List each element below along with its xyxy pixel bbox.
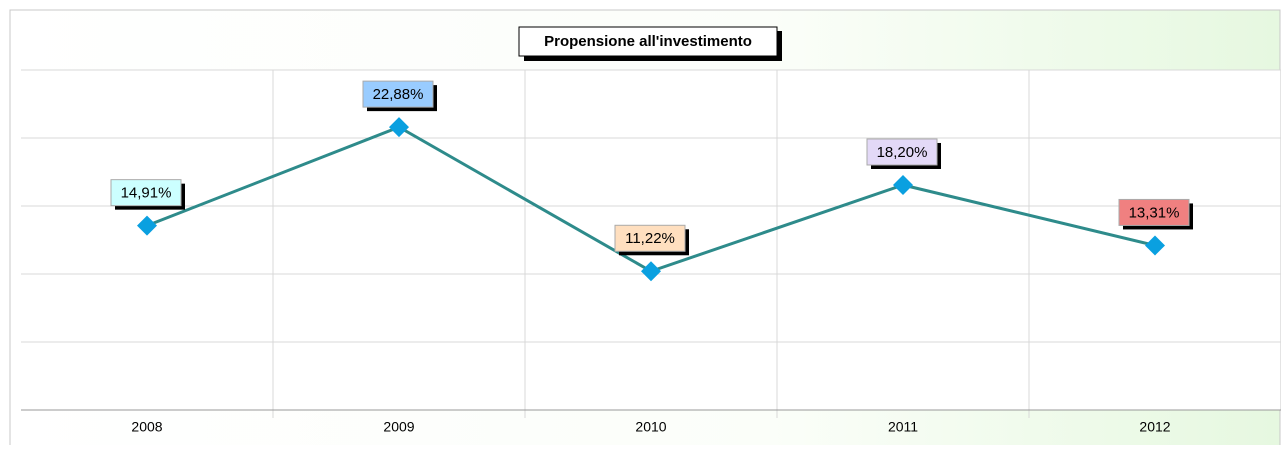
marker [1145,235,1165,256]
marker [641,261,661,282]
x-tick-label: 2008 [131,419,162,435]
data-label: 13,31% [1129,204,1180,221]
data-label: 11,22% [625,230,675,247]
marker [893,174,913,195]
title-box [518,26,778,57]
x-tick-label: 2009 [383,419,414,435]
marker [389,117,409,138]
x-tick-label: 2012 [1139,419,1170,435]
x-tick-label: 2010 [635,419,666,435]
label-box [866,138,938,166]
label-box [1118,198,1190,226]
x-tick-label: 2011 [888,419,918,435]
label-box [362,80,434,108]
data-label: 18,20% [877,144,928,161]
label-box [614,224,686,252]
data-label: 22,88% [373,86,424,103]
chart-title: Propensione all'investimento [544,33,752,50]
data-label: 14,91% [121,185,172,202]
marker [137,215,157,236]
label-box [110,179,182,207]
